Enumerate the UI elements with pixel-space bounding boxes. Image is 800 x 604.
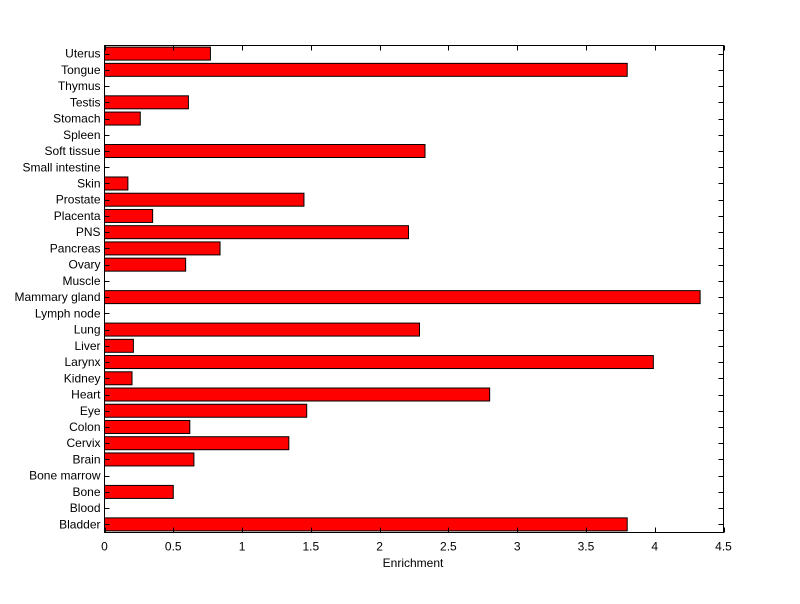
category-label-pns: PNS [76,225,101,239]
x-axis-label: Enrichment [383,556,444,570]
category-label-cervix: Cervix [66,436,100,450]
category-label-brain: Brain [72,452,100,466]
category-label-eye: Eye [80,404,101,418]
category-label-larynx: Larynx [64,355,100,369]
ticks-group [104,45,725,533]
category-label-ovary: Ovary [68,258,100,272]
bar-prostate [104,192,305,207]
category-labels-group: Bladder Blood Bone Bone marrow Brain Cervix Co… [14,47,101,532]
category-label-prostate: Prostate [56,193,101,207]
x-tick-label-8: 4 [651,540,658,554]
x-tick-label-9: 4.5 [715,540,732,554]
x-tick-label-2: 1 [239,540,246,554]
bar-pancreas [104,241,221,256]
bar-larynx [104,355,654,370]
bars-group [104,46,701,532]
category-label-spleen: Spleen [63,128,100,142]
bar-brain [104,452,195,467]
category-label-bone: Bone [72,485,100,499]
category-label-muscle: Muscle [62,274,100,288]
bar-uterus [104,46,211,61]
category-label-uterus: Uterus [65,47,100,61]
bar-pns [104,225,409,240]
bar-bladder [104,517,628,532]
category-label-blood: Blood [70,501,101,515]
category-label-pancreas: Pancreas [50,241,101,255]
x-tick-label-3: 1.5 [302,540,319,554]
x-tick-label-5: 2.5 [440,540,457,554]
category-label-lung: Lung [74,323,101,337]
category-label-testis: Testis [70,95,101,109]
x-tick-label-6: 3 [514,540,521,554]
category-label-liver: Liver [74,339,100,353]
bar-stomach [104,111,141,126]
x-tick-labels-group: 0 0.5 1 1.5 2 2.5 3 3.5 4 4.5 [101,540,732,554]
category-label-colon: Colon [69,420,100,434]
bar-tongue [104,62,628,77]
bar-liver [104,338,134,353]
bar-mammary-gland [104,290,701,305]
category-label-thymus: Thymus [58,79,101,93]
bar-placenta [104,208,154,223]
category-label-stomach: Stomach [53,112,100,126]
category-label-lymph-node: Lymph node [35,306,101,320]
bar-ovary [104,257,187,272]
category-label-mammary-gland: Mammary gland [14,290,100,304]
category-label-kidney: Kidney [64,371,101,385]
category-label-bladder: Bladder [59,517,100,531]
bar-heart [104,387,491,402]
category-label-tongue: Tongue [61,63,101,77]
bar-soft-tissue [104,144,426,159]
x-tick-label-7: 3.5 [578,540,595,554]
bar-colon [104,419,191,434]
category-label-small-intestine: Small intestine [22,160,100,174]
category-label-bone-marrow: Bone marrow [29,469,101,483]
bar-bone [104,484,174,499]
bar-cervix [104,436,290,451]
x-tick-label-0: 0 [101,540,108,554]
plot-frame [104,45,724,533]
bar-testis [104,95,189,110]
category-label-soft-tissue: Soft tissue [44,144,100,158]
category-label-skin: Skin [77,176,100,190]
x-tick-label-4: 2 [376,540,383,554]
bar-lung [104,322,421,337]
x-tick-label-1: 0.5 [165,540,182,554]
category-label-placenta: Placenta [54,209,101,223]
category-label-heart: Heart [71,388,101,402]
bar-eye [104,403,308,418]
